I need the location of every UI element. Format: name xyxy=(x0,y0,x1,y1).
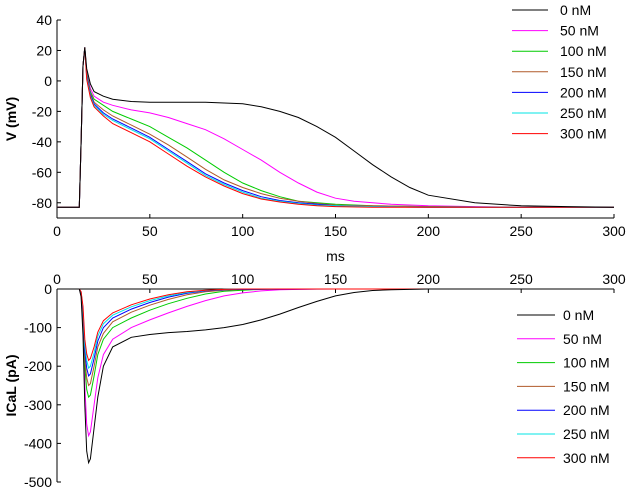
plot1-legend-entry: 0 nM xyxy=(560,2,591,18)
plot2-series-line xyxy=(57,288,614,370)
plot2-y-tick-label: -500 xyxy=(24,474,52,490)
plot2-legend-entry: 50 nM xyxy=(563,331,602,347)
plot1-x-tick-label: 300 xyxy=(602,223,626,239)
plot2-legend-entry: 100 nM xyxy=(563,355,610,371)
plot2-legend-entry: 200 nM xyxy=(563,402,610,418)
plot1-legend-entry: 150 nM xyxy=(560,64,607,80)
plot1-x-axis-label: ms xyxy=(326,248,345,264)
plot2-x-tick-label: 200 xyxy=(417,271,441,287)
plot1-y-tick-label: -80 xyxy=(32,195,52,211)
plot2-y-axis-label: ICaL (pA) xyxy=(3,355,19,417)
plot2-x-tick-label: 100 xyxy=(231,271,255,287)
plot2-series-line xyxy=(57,288,614,399)
plot1-legend-entry: 200 nM xyxy=(560,84,607,100)
plot1-y-tick-label: -40 xyxy=(32,134,52,150)
plot1-x-tick-label: 0 xyxy=(53,223,61,239)
plot1-legend-entry: 100 nM xyxy=(560,43,607,59)
plot1-x-tick-label: 250 xyxy=(509,223,533,239)
plot2-x-tick-label: 50 xyxy=(142,271,158,287)
plot2-legend-entry: 250 nM xyxy=(563,426,610,442)
plot2-x-tick-label: 0 xyxy=(53,271,61,287)
plot2-legend-entry: 0 nM xyxy=(563,307,594,323)
plot2-x-tick-label: 150 xyxy=(324,271,348,287)
plot1-legend-entry: 300 nM xyxy=(560,126,607,142)
plot1-legend-entry: 250 nM xyxy=(560,105,607,121)
plot2-series-line xyxy=(57,288,614,362)
plot2-y-tick-label: -200 xyxy=(24,358,52,374)
plot1-y-tick-label: 0 xyxy=(44,73,52,89)
plot2-legend-entry: 300 nM xyxy=(563,450,610,466)
plot1-y-tick-label: 40 xyxy=(36,12,52,28)
plot2-y-tick-label: -400 xyxy=(24,435,52,451)
plot1-y-tick-label: -60 xyxy=(32,164,52,180)
plot2-y-tick-label: -100 xyxy=(24,320,52,336)
plot2-x-tick-label: 250 xyxy=(509,271,533,287)
plot2-y-tick-label: 0 xyxy=(44,281,52,297)
plot1-series-line xyxy=(57,47,614,208)
plot1-x-tick-label: 150 xyxy=(324,223,348,239)
plot1-x-tick-label: 100 xyxy=(231,223,255,239)
plot2-legend-entry: 150 nM xyxy=(563,378,610,394)
plot2-y-tick-label: -300 xyxy=(24,397,52,413)
plot1-y-axis-label: V (mV) xyxy=(3,97,19,141)
plot2-x-tick-label: 300 xyxy=(602,271,626,287)
plot1-x-tick-label: 50 xyxy=(142,223,158,239)
plot1-x-tick-label: 200 xyxy=(417,223,441,239)
plot1-y-tick-label: -20 xyxy=(32,103,52,119)
plot2-series-line xyxy=(57,288,614,465)
plot1-legend-entry: 50 nM xyxy=(560,23,599,39)
plot1-y-tick-label: 20 xyxy=(36,42,52,58)
